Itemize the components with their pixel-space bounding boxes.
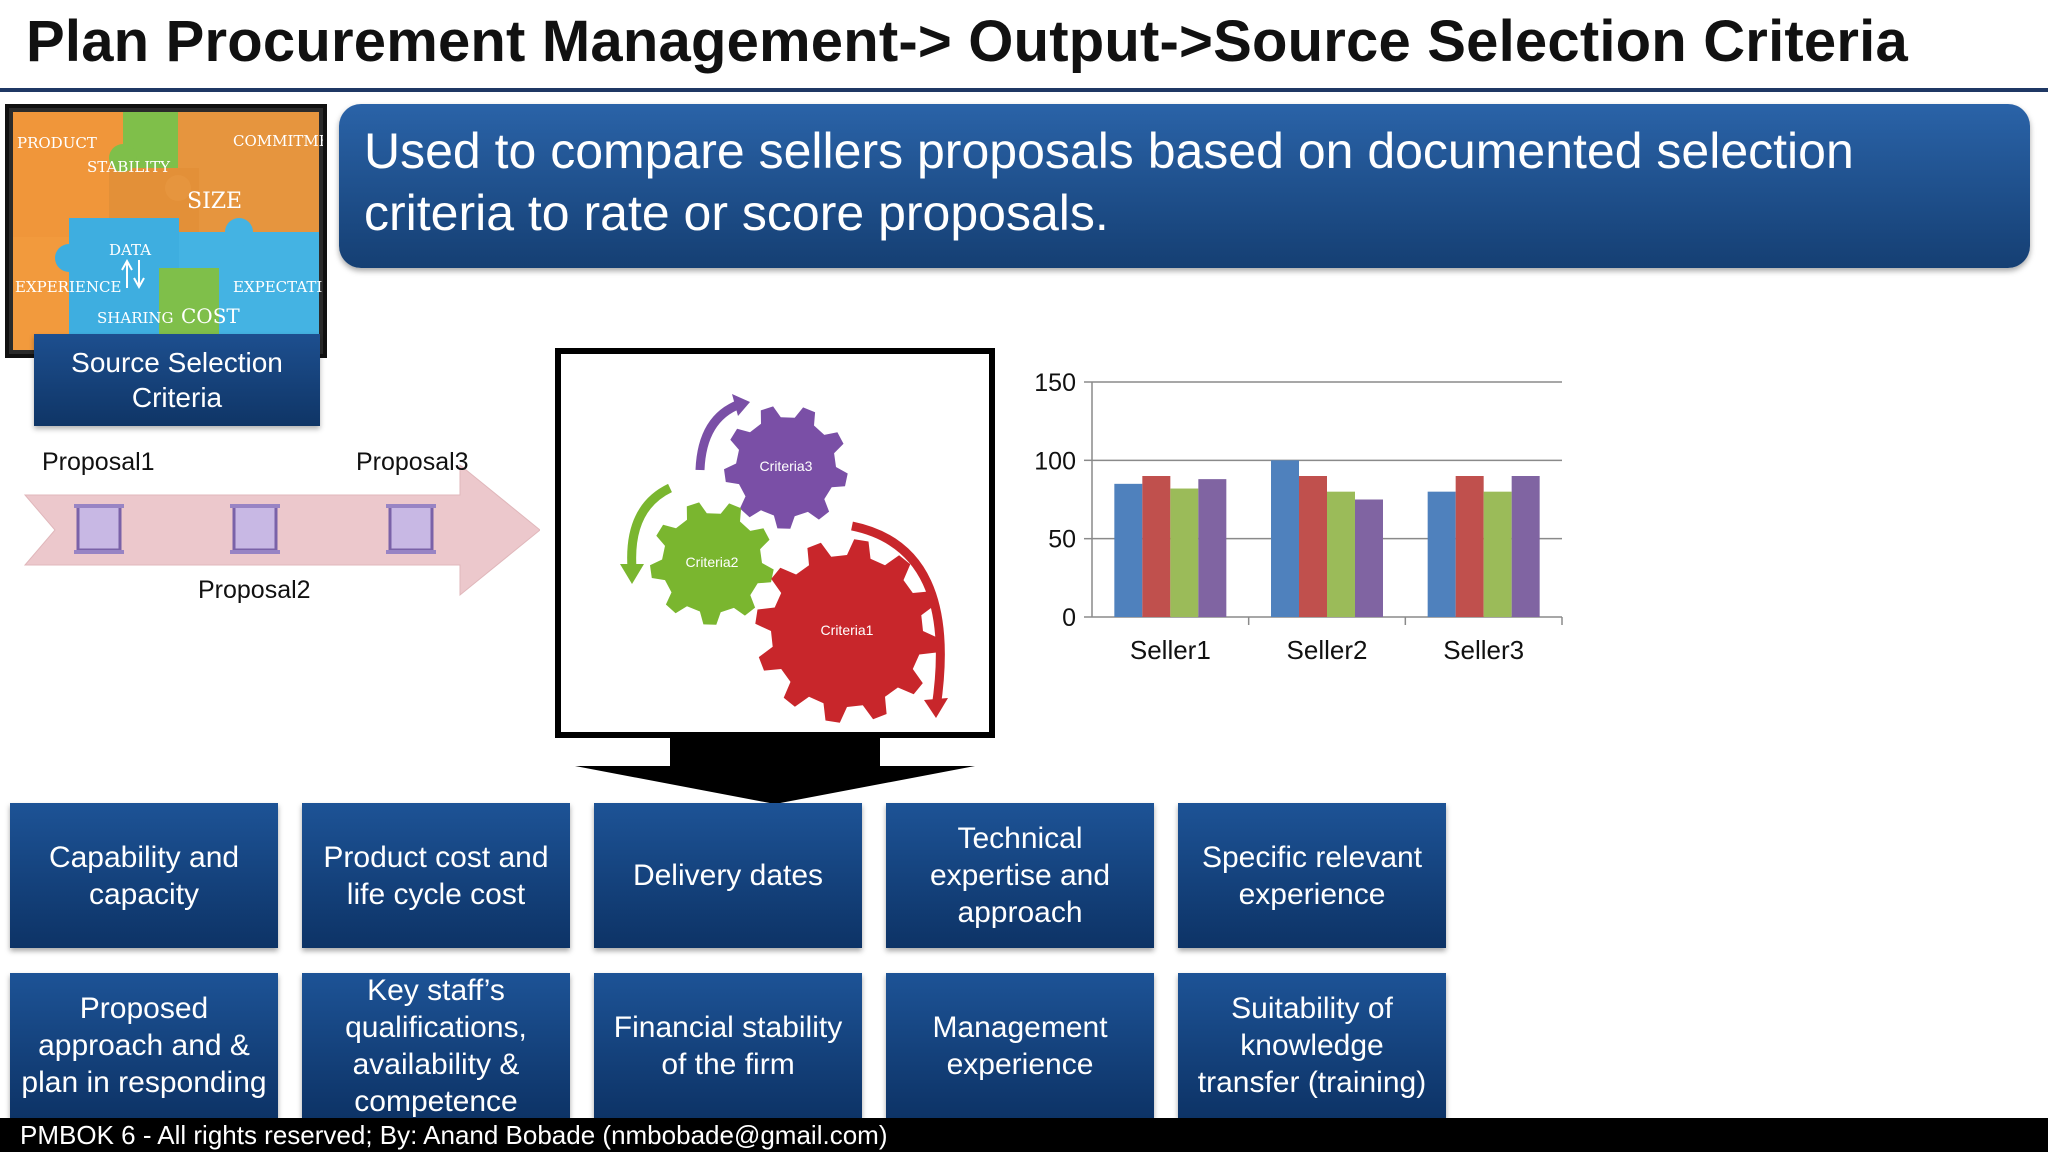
criteria-capability: Capability and capacity bbox=[10, 803, 278, 948]
criteria-key-staff: Key staff’s qualifications, availability… bbox=[302, 973, 570, 1118]
slide-title: Plan Procurement Management-> Output->So… bbox=[26, 9, 1908, 74]
bar-seller2-series1 bbox=[1271, 460, 1299, 617]
gear-criteria3-label: Criteria3 bbox=[760, 458, 813, 474]
gear-criteria2-label: Criteria2 bbox=[686, 554, 739, 570]
y-tick-label: 150 bbox=[1034, 369, 1076, 397]
criteria-proposed-approach: Proposed approach and & plan in respondi… bbox=[10, 973, 278, 1118]
puzzle-word-product: PRODUCT bbox=[17, 134, 97, 152]
criteria-specific-experience: Specific relevant experience bbox=[1178, 803, 1446, 948]
document-icon bbox=[74, 504, 124, 554]
puzzle-word-experience: EXPERIENCE bbox=[15, 278, 121, 296]
definition-banner bbox=[339, 104, 2030, 268]
bar-seller1-series4 bbox=[1198, 479, 1227, 617]
gear-criteria1-label: Criteria1 bbox=[821, 622, 874, 638]
criteria-technical-expertise: Technical expertise and approach bbox=[886, 803, 1154, 948]
x-category-label: Seller1 bbox=[1130, 635, 1211, 665]
puzzle-word-data: DATA bbox=[109, 241, 151, 259]
gear-criteria2 bbox=[650, 502, 774, 625]
definition-text: Used to compare sellers proposals based … bbox=[364, 123, 1854, 241]
puzzle-word-expectations: EXPECTATIONS bbox=[233, 278, 323, 296]
y-tick-label: 100 bbox=[1034, 447, 1076, 475]
footer-credits: PMBOK 6 - All rights reserved; By: Anand… bbox=[0, 1118, 2048, 1152]
gear-arrow-green bbox=[627, 483, 673, 569]
bar-seller3-series2 bbox=[1455, 476, 1484, 617]
proposal1-label: Proposal1 bbox=[42, 448, 155, 476]
gear-arrow-purple bbox=[695, 399, 742, 471]
criteria-delivery-dates: Delivery dates bbox=[594, 803, 862, 948]
proposal3-label: Proposal3 bbox=[356, 448, 469, 476]
document-icon bbox=[230, 504, 280, 554]
criteria-financial-stability: Financial stability of the firm bbox=[594, 973, 862, 1118]
puzzle-image: PRODUCT STABILITY COMMITMENT SIZE DATA E… bbox=[5, 104, 327, 358]
y-tick-label: 50 bbox=[1048, 526, 1076, 554]
criteria-product-cost: Product cost and life cycle cost bbox=[302, 803, 570, 948]
x-category-label: Seller3 bbox=[1443, 635, 1524, 665]
bar-seller1-series1 bbox=[1114, 483, 1143, 617]
bar-seller1-series3 bbox=[1170, 488, 1199, 617]
gear-criteria3 bbox=[724, 406, 848, 529]
bar-seller3-series4 bbox=[1511, 476, 1540, 617]
monitor-stand-arrow bbox=[575, 736, 975, 804]
x-category-label: Seller2 bbox=[1287, 635, 1368, 665]
criteria-knowledge-transfer: Suitability of knowledge transfer (train… bbox=[1178, 973, 1446, 1118]
criteria-gears: Criteria3 Criteria2 Criteria1 bbox=[620, 394, 948, 723]
puzzle-word-stability: STABILITY bbox=[87, 158, 171, 176]
bar-seller3-series1 bbox=[1427, 491, 1456, 617]
gear-criteria1 bbox=[755, 539, 939, 723]
bar-seller2-series3 bbox=[1327, 491, 1355, 617]
bar-seller2-series4 bbox=[1355, 499, 1383, 617]
document-icon bbox=[386, 504, 436, 554]
puzzle-word-cost: COST bbox=[181, 304, 240, 328]
proposal2-label: Proposal2 bbox=[198, 576, 311, 604]
y-tick-label: 0 bbox=[1062, 604, 1076, 632]
seller-score-chart: 0 50 100 150 Seller1 Seller2 Seller3 bbox=[1034, 369, 1563, 665]
bar-seller3-series3 bbox=[1483, 491, 1512, 617]
puzzle-word-commitment: COMMITMENT bbox=[233, 132, 323, 150]
puzzle-word-sharing: SHARING bbox=[97, 309, 174, 327]
puzzle-word-size: SIZE bbox=[187, 189, 242, 214]
proposals-arrow bbox=[23, 463, 540, 597]
bar-seller1-series2 bbox=[1142, 476, 1171, 617]
criteria-management-experience: Management experience bbox=[886, 973, 1154, 1118]
gear-arrow-red bbox=[851, 521, 945, 709]
source-selection-caption: Source Selection Criteria bbox=[34, 334, 320, 426]
bar-seller2-series2 bbox=[1299, 476, 1327, 617]
title-underline bbox=[0, 88, 2048, 92]
